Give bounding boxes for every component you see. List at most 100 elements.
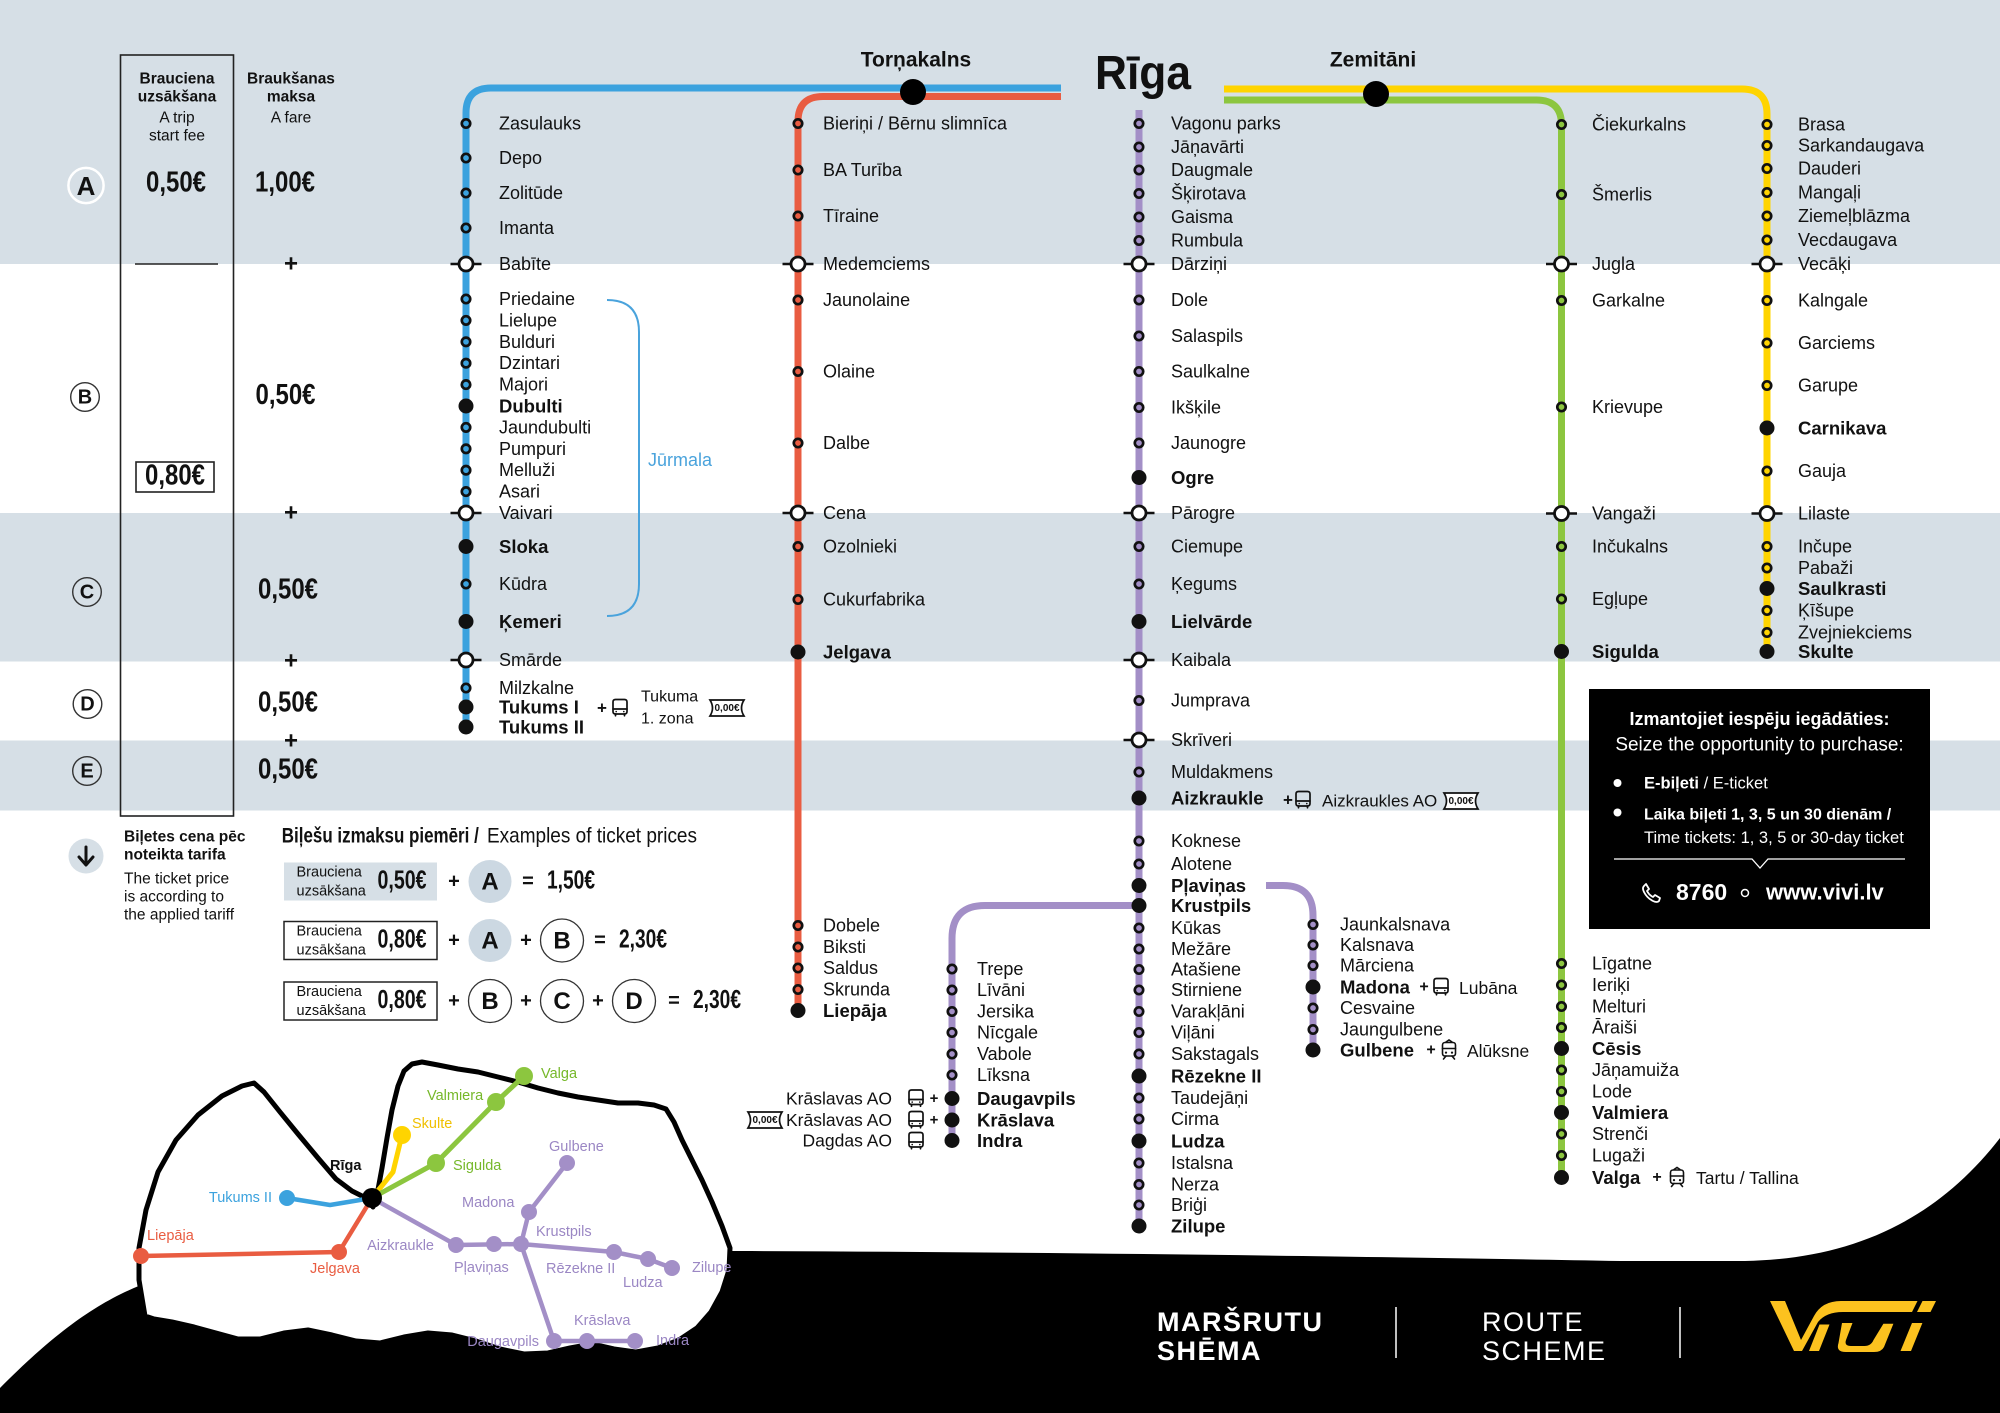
svg-text:0,50€: 0,50€: [258, 574, 318, 606]
svg-text:0,50€: 0,50€: [258, 754, 318, 786]
svg-text:Biksti: Biksti: [823, 937, 866, 957]
svg-text:uzsākšana: uzsākšana: [297, 884, 367, 900]
svg-text:Inčupe: Inčupe: [1798, 537, 1852, 557]
svg-text:Melturi: Melturi: [1592, 997, 1646, 1017]
svg-text:+: +: [592, 990, 604, 1012]
svg-text:Tukums II: Tukums II: [499, 717, 584, 738]
svg-text:Krustpils: Krustpils: [536, 1224, 592, 1240]
svg-text:SCHEME: SCHEME: [1482, 1336, 1607, 1366]
svg-text:Egļupe: Egļupe: [1592, 589, 1648, 609]
svg-text:Jūrmala: Jūrmala: [648, 450, 713, 470]
svg-text:Rēzekne II: Rēzekne II: [546, 1261, 615, 1277]
svg-text:Dauderi: Dauderi: [1798, 159, 1861, 179]
svg-text:start fee: start fee: [149, 128, 205, 145]
svg-text:Dagdas AO: Dagdas AO: [803, 1131, 893, 1151]
svg-text:D: D: [625, 988, 642, 1015]
svg-text:Saldus: Saldus: [823, 958, 878, 978]
svg-text:2,30€: 2,30€: [693, 984, 741, 1014]
svg-text:Dzintari: Dzintari: [499, 353, 560, 373]
svg-text:+: +: [520, 930, 532, 952]
svg-text:Brauciena: Brauciena: [297, 924, 363, 940]
svg-text:Līgatne: Līgatne: [1592, 954, 1652, 974]
svg-text:Garciems: Garciems: [1798, 333, 1875, 353]
svg-text:Tukums I: Tukums I: [499, 697, 579, 718]
svg-text:Kaibala: Kaibala: [1171, 650, 1232, 670]
svg-text:+: +: [284, 500, 298, 527]
svg-text:Valga: Valga: [541, 1066, 578, 1082]
svg-text:Medemciems: Medemciems: [823, 254, 930, 274]
svg-text:Brauciena: Brauciena: [297, 865, 363, 881]
svg-text:The ticket price: The ticket price: [124, 871, 229, 888]
svg-text:=: =: [522, 871, 534, 893]
svg-text:Aizkraukle: Aizkraukle: [367, 1238, 434, 1254]
svg-text:+: +: [448, 930, 460, 952]
svg-text:+: +: [284, 648, 298, 675]
svg-text:Imanta: Imanta: [499, 218, 555, 238]
svg-text:Brasa: Brasa: [1798, 115, 1846, 135]
svg-text:Torņakalns: Torņakalns: [861, 49, 971, 72]
svg-text:Liepāja: Liepāja: [147, 1228, 195, 1244]
svg-text:C: C: [80, 582, 94, 604]
svg-text:Sloka: Sloka: [499, 536, 549, 557]
svg-text:Mangaļi: Mangaļi: [1798, 183, 1861, 203]
svg-text:Dalbe: Dalbe: [823, 433, 870, 453]
svg-text:Pļaviņas: Pļaviņas: [1171, 875, 1246, 896]
svg-text:Stirniene: Stirniene: [1171, 980, 1242, 1000]
svg-text:Indra: Indra: [656, 1333, 690, 1349]
svg-text:Alotene: Alotene: [1171, 854, 1232, 874]
svg-text:Jaungulbene: Jaungulbene: [1340, 1020, 1443, 1040]
svg-text:Aizkraukle: Aizkraukle: [1171, 788, 1264, 809]
svg-text:Daugavpils: Daugavpils: [467, 1334, 539, 1350]
svg-text:Examples of ticket prices: Examples of ticket prices: [487, 825, 697, 848]
svg-text:Āraiši: Āraiši: [1592, 1018, 1637, 1038]
svg-text:Garupe: Garupe: [1798, 376, 1858, 396]
svg-text:www.vivi.lv: www.vivi.lv: [1765, 880, 1885, 905]
svg-text:Jāņamuiža: Jāņamuiža: [1592, 1060, 1680, 1080]
svg-text:0,50€: 0,50€: [256, 379, 316, 411]
svg-text:Cukurfabrika: Cukurfabrika: [823, 590, 926, 610]
svg-text:Melluži: Melluži: [499, 460, 555, 480]
svg-text:Vagonu parks: Vagonu parks: [1171, 114, 1281, 134]
svg-text:Jaunkalsnava: Jaunkalsnava: [1340, 915, 1451, 935]
svg-text:Madona: Madona: [1340, 977, 1411, 998]
svg-text:Madona: Madona: [462, 1195, 515, 1211]
svg-text:B: B: [78, 387, 92, 409]
svg-text:Lubāna: Lubāna: [1459, 978, 1518, 998]
svg-text:Ķemeri: Ķemeri: [499, 611, 562, 632]
svg-text:+: +: [1652, 1169, 1661, 1186]
svg-text:MARŠRUTU: MARŠRUTU: [1157, 1306, 1324, 1337]
svg-text:Strenči: Strenči: [1592, 1124, 1648, 1144]
svg-text:Laika biļeti 1, 3, 5 un 30 die: Laika biļeti 1, 3, 5 un 30 dienām /: [1644, 807, 1892, 824]
svg-text:Jelgava: Jelgava: [823, 642, 892, 663]
svg-text:+: +: [930, 1090, 939, 1107]
svg-text:0,80€: 0,80€: [145, 460, 205, 492]
svg-text:D: D: [80, 694, 94, 716]
svg-text:Pabaži: Pabaži: [1798, 558, 1853, 578]
svg-text:A: A: [481, 928, 498, 955]
svg-text:Ikšķile: Ikšķile: [1171, 398, 1221, 418]
svg-text:A: A: [481, 869, 498, 896]
svg-text:Olaine: Olaine: [823, 362, 875, 382]
svg-text:Krāslavas AO: Krāslavas AO: [786, 1089, 892, 1109]
svg-text:Muldakmens: Muldakmens: [1171, 762, 1273, 782]
svg-text:Krāslava: Krāslava: [977, 1110, 1055, 1131]
svg-text:Vabole: Vabole: [977, 1044, 1032, 1064]
svg-text:Lielupe: Lielupe: [499, 310, 557, 330]
svg-text:E: E: [80, 761, 93, 783]
svg-text:Ogre: Ogre: [1171, 467, 1214, 488]
svg-text:Cesvaine: Cesvaine: [1340, 998, 1415, 1018]
svg-text:Brauciena: Brauciena: [140, 71, 215, 88]
svg-text:Asari: Asari: [499, 482, 540, 502]
svg-text:Jumprava: Jumprava: [1171, 691, 1251, 711]
svg-text:maksa: maksa: [267, 89, 316, 106]
svg-text:Zemitāni: Zemitāni: [1330, 49, 1416, 72]
svg-text:Indra: Indra: [977, 1130, 1023, 1151]
svg-text:Nīcgale: Nīcgale: [977, 1023, 1038, 1043]
svg-text:Sarkandaugava: Sarkandaugava: [1798, 136, 1925, 156]
svg-text:=: =: [668, 990, 680, 1012]
svg-text:Ķegums: Ķegums: [1171, 574, 1237, 594]
svg-text:+: +: [597, 699, 607, 718]
svg-text:Ieriķi: Ieriķi: [1592, 975, 1630, 995]
svg-text:1,00€: 1,00€: [255, 167, 315, 199]
svg-text:Zvejniekciems: Zvejniekciems: [1798, 623, 1912, 643]
